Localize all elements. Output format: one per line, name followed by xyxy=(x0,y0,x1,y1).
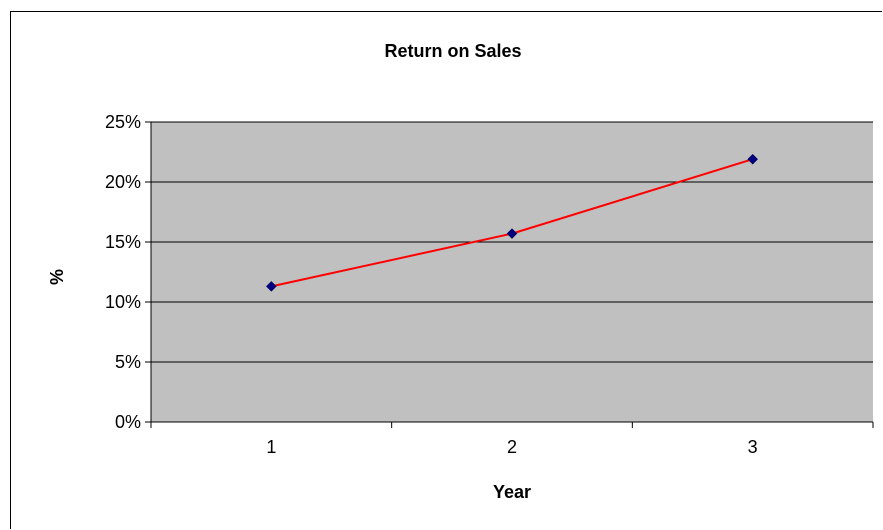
gridlines xyxy=(151,121,873,363)
x-axis: 1 2 3 xyxy=(150,421,874,457)
y-tick-label: 5% xyxy=(115,352,141,372)
y-tick-label: 15% xyxy=(105,232,141,252)
data-point xyxy=(747,153,759,165)
y-tick-label: 20% xyxy=(105,172,141,192)
x-tick-label: 2 xyxy=(507,437,517,457)
chart-title: Return on Sales xyxy=(384,41,521,61)
data-point xyxy=(265,281,277,292)
y-axis: 0% 5% 10% 15% 20% 25% xyxy=(105,112,152,432)
y-tick-label: 10% xyxy=(105,292,141,312)
plot-area xyxy=(151,122,873,422)
data-point xyxy=(506,228,518,239)
x-tick-label: 1 xyxy=(266,437,276,457)
x-axis-title: Year xyxy=(493,482,531,502)
chart-frame xyxy=(10,11,882,529)
x-tick-label: 3 xyxy=(748,437,758,457)
y-axis-title: % xyxy=(47,269,67,285)
y-tick-label: 25% xyxy=(105,112,141,132)
y-tick-label: 0% xyxy=(115,412,141,432)
series-group xyxy=(265,153,759,292)
